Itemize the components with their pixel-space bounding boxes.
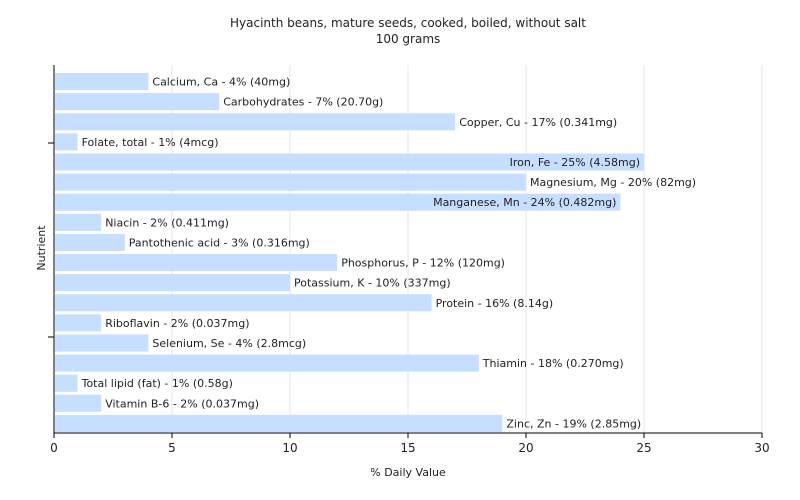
x-tick-label: 25 (636, 441, 651, 455)
bar-label: Folate, total - 1% (4mcg) (82, 136, 219, 149)
bar (55, 314, 102, 332)
bar-label: Copper, Cu - 17% (0.341mg) (459, 116, 617, 129)
bar-label: Magnesium, Mg - 20% (82mg) (530, 176, 696, 189)
bar (55, 193, 621, 211)
bar-label: Calcium, Ca - 4% (40mg) (152, 76, 290, 89)
bar-label: Vitamin B-6 - 2% (0.037mg) (105, 397, 259, 410)
bars: Calcium, Ca - 4% (40mg) Carbohydrates - 7… (55, 73, 696, 432)
bar-label: Total lipid (fat) - 1% (0.58g) (81, 377, 233, 390)
bar (55, 93, 220, 111)
chart-title: Hyacinth beans, mature seeds, cooked, bo… (230, 16, 586, 30)
x-tick-label: 10 (282, 441, 297, 455)
bar-label: Protein - 16% (8.14g) (436, 297, 554, 310)
y-axis-title: Nutrient (35, 225, 48, 271)
bar (55, 213, 102, 231)
chart-subtitle: 100 grams (375, 32, 441, 46)
bar (55, 254, 338, 272)
bar (55, 153, 644, 171)
bar-label: Selenium, Se - 4% (2.8mcg) (152, 337, 306, 350)
bar-label: Riboflavin - 2% (0.037mg) (105, 317, 249, 330)
bar (55, 233, 125, 251)
x-tick-label: 30 (754, 441, 769, 455)
bar-label: Potassium, K - 10% (337mg) (294, 277, 451, 290)
bar-label: Phosphorus, P - 12% (120mg) (341, 257, 505, 270)
bar (55, 394, 102, 412)
x-tick-label: 0 (50, 441, 58, 455)
bar-label: Iron, Fe - 25% (4.58mg) (510, 156, 640, 169)
x-tick-label: 15 (400, 441, 415, 455)
bar (55, 173, 526, 191)
x-tick-label: 20 (518, 441, 533, 455)
bar (55, 374, 78, 392)
bar-label: Carbohydrates - 7% (20.70g) (223, 96, 383, 109)
x-tick-label: 5 (168, 441, 176, 455)
bar (55, 334, 149, 352)
bar-label: Zinc, Zn - 19% (2.85mg) (506, 417, 641, 430)
bar (55, 73, 149, 91)
bar (55, 113, 456, 131)
axes: 0 5 10 15 20 25 30 (48, 65, 770, 455)
bar (55, 294, 432, 312)
bar (55, 274, 290, 292)
x-axis-title: % Daily Value (370, 466, 446, 479)
bar-label: Thiamin - 18% (0.270mg) (482, 357, 624, 370)
bar-label: Pantothenic acid - 3% (0.316mg) (129, 236, 310, 249)
bar-label: Niacin - 2% (0.411mg) (105, 216, 229, 229)
chart-title-block: Hyacinth beans, mature seeds, cooked, bo… (0, 15, 800, 47)
bar (55, 414, 503, 432)
bar (55, 354, 479, 372)
bar-label: Manganese, Mn - 24% (0.482mg) (433, 196, 616, 209)
bar (55, 133, 78, 151)
